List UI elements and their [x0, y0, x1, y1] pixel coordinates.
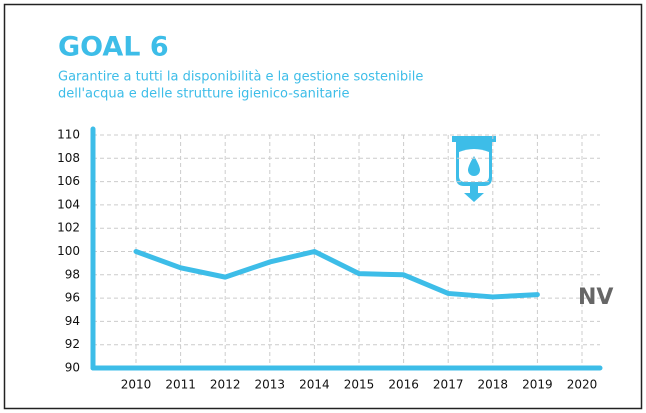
line: [133, 249, 540, 300]
x-tick-label: 2020: [567, 378, 598, 392]
x-tick-label: 2011: [165, 378, 196, 392]
y-tick-label: 106: [57, 174, 80, 188]
y-tick-label: 104: [57, 197, 80, 211]
x-tick-label: 2012: [210, 378, 241, 392]
x-tick-label: 2016: [388, 378, 419, 392]
chart-title: GOAL 6: [58, 32, 169, 63]
frame: [3, 3, 643, 410]
x-tick-label: 2019: [522, 378, 553, 392]
x-tick-label: 2010: [121, 378, 152, 392]
x-tick-label: 2018: [478, 378, 509, 392]
water-icon: [452, 136, 496, 202]
y-tick-label: 100: [57, 244, 80, 258]
y-tick-label: 96: [65, 291, 80, 305]
y-tick-label: 102: [57, 221, 80, 235]
y-tick-label: 92: [65, 337, 80, 351]
x-tick-label: 2017: [433, 378, 464, 392]
x-tick-label: 2013: [255, 378, 286, 392]
chart-subtitle: dell'acqua e delle strutture igienico-sa…: [58, 87, 350, 102]
y-tick-label: 110: [57, 128, 80, 142]
x-tick-label: 2014: [299, 378, 330, 392]
y-tick-label: 108: [57, 151, 80, 165]
y-tick-label: 94: [65, 314, 80, 328]
annotation: NV: [578, 285, 613, 310]
chart-subtitle: Garantire a tutti la disponibilità e la …: [58, 70, 423, 85]
x-tick-label: 2015: [344, 378, 375, 392]
y-tick-label: 98: [65, 267, 80, 281]
y-tick-label: 90: [65, 361, 80, 375]
